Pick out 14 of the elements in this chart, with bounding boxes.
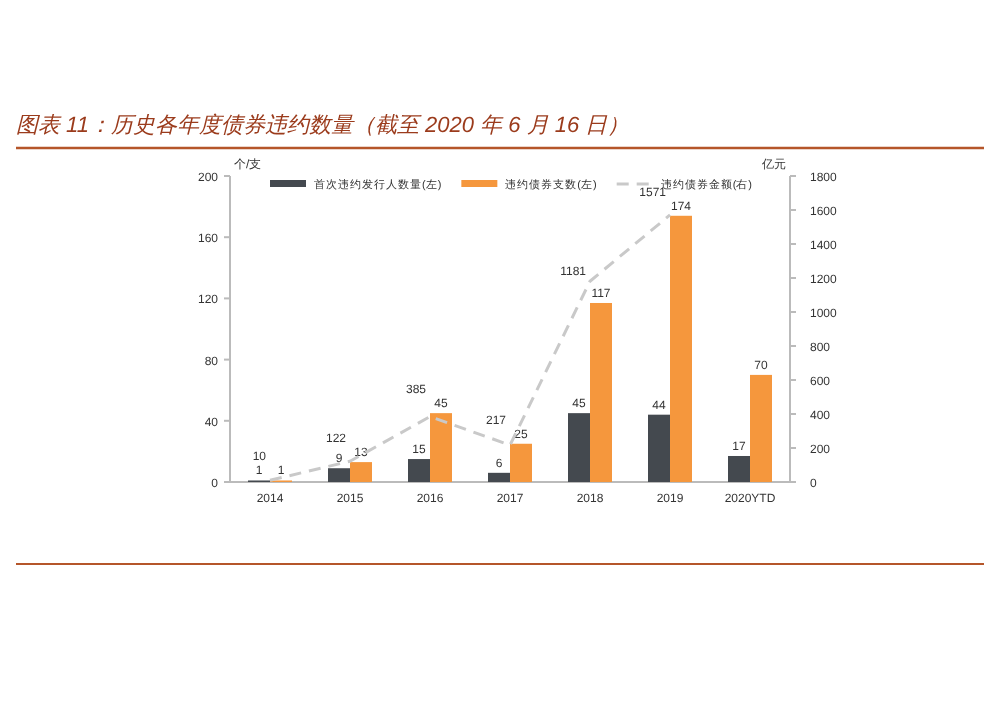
bar — [510, 443, 532, 482]
bar — [488, 472, 510, 482]
bar — [430, 413, 452, 482]
bar — [750, 374, 772, 482]
bar — [728, 455, 750, 482]
bar — [328, 468, 350, 482]
bar — [408, 459, 430, 482]
line-series — [268, 213, 672, 482]
bar — [350, 462, 372, 482]
bar — [568, 413, 590, 482]
bar — [670, 215, 692, 482]
chart-title: 图表 11：历史各年度债券违约数量（截至 2020 年 6 月 16 日） — [16, 112, 630, 138]
bar — [590, 302, 612, 482]
bar — [648, 414, 670, 482]
